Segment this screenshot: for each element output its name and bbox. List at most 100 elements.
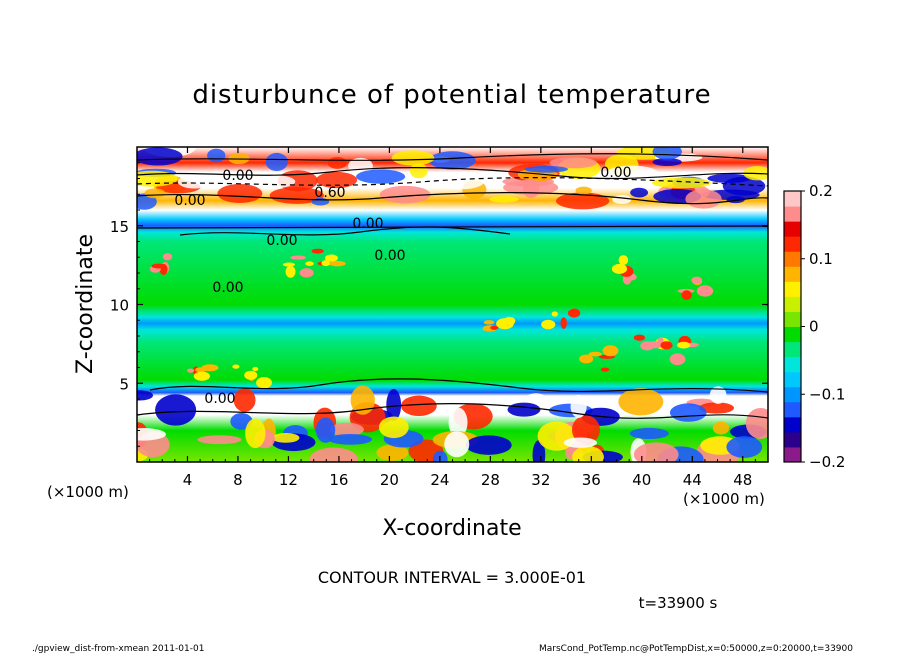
heatmap-cell (321, 260, 331, 267)
heatmap-cell (652, 147, 683, 160)
plot-area: 0.00 0.00 0.60 0.00 0.00 0.00 0.00 0.00 0.00 (137, 147, 768, 462)
contour-lines (137, 153, 768, 419)
heatmap-cell (315, 171, 358, 189)
heatmap-cell (709, 386, 727, 404)
colorbar-segment (784, 251, 801, 267)
heatmap-cell (490, 325, 499, 330)
heatmap-cell (575, 186, 592, 195)
contour-label: 0.00 (352, 216, 383, 232)
contour-labels: 0.00 0.00 0.60 0.00 0.00 0.00 0.00 0.00 0.00 (174, 165, 631, 407)
colorbar-segment (784, 191, 801, 207)
contour-interval: CONTOUR INTERVAL = 3.000E-01 (318, 568, 586, 587)
contour-line (137, 153, 768, 161)
colorbar-ticks: 0.2 0.1 0 −0.1 −0.2 (801, 182, 845, 471)
heatmap-cell (299, 268, 314, 278)
colorbar-segment (784, 386, 801, 403)
heatmap-cell (378, 416, 409, 439)
heatmap-cell (137, 390, 154, 401)
heatmap-cell (254, 175, 296, 189)
heatmap-cell (646, 341, 663, 349)
x-tick-label: 8 (233, 471, 243, 489)
heatmap-cell (232, 364, 240, 369)
colorbar-segment (784, 341, 801, 358)
heatmap-cell (137, 428, 167, 441)
heatmap-cell (681, 290, 692, 300)
heatmap-cell (600, 367, 610, 372)
heatmap-cell (465, 435, 512, 455)
colorbar-tick-label: −0.1 (809, 385, 845, 403)
heatmap-cell (522, 178, 540, 199)
heatmap-cell (685, 189, 722, 209)
x-axis-label: X-coordinate (382, 516, 521, 541)
y-tick-label: 10 (110, 297, 129, 315)
heatmap-cell (698, 402, 735, 414)
heatmap-cell (602, 345, 619, 357)
contour-label: 0.60 (314, 185, 345, 201)
heatmap-cell (691, 276, 703, 284)
x-tick-label: 4 (183, 471, 193, 489)
heatmap-cell (391, 150, 435, 166)
colorbar-segment (784, 296, 801, 312)
heatmap-cell (186, 368, 195, 373)
heatmap-cell (507, 402, 541, 417)
heatmap-cell (311, 248, 324, 254)
heatmap-cell (252, 366, 259, 372)
x-tick-label: 20 (380, 471, 399, 489)
x-tick-label: 28 (481, 471, 500, 489)
chart-title: disturbunce of potential temperature (192, 80, 711, 110)
heatmap-cell (272, 432, 300, 443)
heatmap-cell (329, 422, 364, 437)
colorbar-segment (784, 446, 801, 463)
heatmap-cell (329, 260, 346, 267)
heatmap-cell (400, 395, 437, 417)
footer-right: MarsCond_PotTemp.nc@PotTempDist,x=0:5000… (539, 644, 853, 654)
heatmap-cell (328, 433, 373, 445)
contour-label: 0.00 (212, 280, 243, 296)
colorbar-tick-label: 0.1 (809, 250, 833, 268)
heatmap-cell (356, 169, 406, 184)
heatmap-cell (444, 431, 470, 458)
heatmap-cell (228, 152, 250, 165)
time-label: t=33900 s (639, 594, 718, 612)
colorbar (783, 190, 802, 463)
heatmap-cell (197, 435, 242, 445)
heatmap-cell (726, 436, 763, 458)
x-tick-label: 24 (430, 471, 449, 489)
colorbar-segment (784, 266, 801, 282)
heatmap-cell (696, 285, 714, 297)
heatmap-cell (256, 376, 272, 389)
x-tick-label: 44 (683, 471, 702, 489)
y-tick-label: 5 (119, 375, 129, 393)
x-tick-label: 48 (733, 471, 752, 489)
colorbar-tick-label: 0 (809, 318, 819, 336)
heatmap-cell (376, 444, 409, 461)
heatmap-cell (324, 254, 338, 262)
heatmap-cell (588, 351, 603, 357)
heatmap-cell (652, 158, 682, 167)
contour-line (137, 225, 768, 229)
heatmap-cell (428, 151, 476, 170)
heatmap-cell (207, 148, 226, 163)
heatmap-cell (327, 156, 347, 169)
heatmap-cell (712, 421, 730, 435)
heatmap-cell (541, 319, 556, 330)
heatmap-cell (651, 177, 711, 189)
colorbar-segment (784, 431, 801, 448)
heatmap-cell (233, 388, 256, 412)
heatmap-cell (379, 185, 431, 204)
heatmap-cell (137, 147, 183, 166)
colorbar-segment (784, 281, 801, 297)
heatmap-cell (282, 262, 295, 267)
contour-label: 0.00 (374, 248, 405, 264)
contour-line (149, 378, 768, 393)
heatmap-cell (193, 371, 211, 381)
heatmap-cell (244, 370, 258, 380)
contour-line (137, 403, 768, 419)
contour-line (179, 226, 511, 236)
footer-left: ./gpview_dist-from-xmean 2011-01-01 (32, 644, 204, 654)
colorbar-segment (784, 311, 801, 327)
heatmap-cell (549, 157, 597, 169)
heatmap-cell (245, 418, 266, 449)
heatmap-cell (309, 447, 358, 462)
